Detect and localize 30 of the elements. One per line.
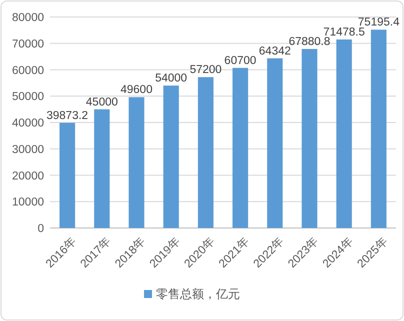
data-label: 49600 <box>120 84 152 96</box>
bar <box>302 48 318 228</box>
bar <box>370 30 386 228</box>
bar <box>94 109 110 228</box>
data-label: 71478.5 <box>323 26 365 38</box>
bar <box>232 68 248 228</box>
y-tick-label: 30000 <box>12 144 44 156</box>
data-label: 64342 <box>258 45 291 58</box>
bar <box>198 77 214 228</box>
data-label: 60700 <box>224 54 256 67</box>
bar <box>60 122 76 228</box>
data-label: 75195.4 <box>358 16 400 29</box>
data-label: 54000 <box>155 72 188 85</box>
y-tick-label: 50000 <box>12 91 44 104</box>
bar <box>267 58 283 228</box>
data-label: 57200 <box>190 64 222 76</box>
data-label: 45000 <box>86 96 118 108</box>
y-tick-label: 10000 <box>12 196 44 209</box>
bar <box>128 97 144 228</box>
legend-label: 零售总额，亿元 <box>156 287 240 302</box>
bar <box>336 39 352 228</box>
y-tick-label: 40000 <box>12 118 44 130</box>
y-tick-label: 80000 <box>12 12 44 24</box>
data-label: 67880.8 <box>288 36 330 48</box>
y-tick-label: 70000 <box>12 38 44 50</box>
data-label: 39873.2 <box>46 110 88 122</box>
y-tick-label: 0 <box>38 223 44 236</box>
bar <box>163 86 179 228</box>
y-tick-label: 20000 <box>12 170 44 182</box>
y-tick-label: 60000 <box>12 64 44 77</box>
